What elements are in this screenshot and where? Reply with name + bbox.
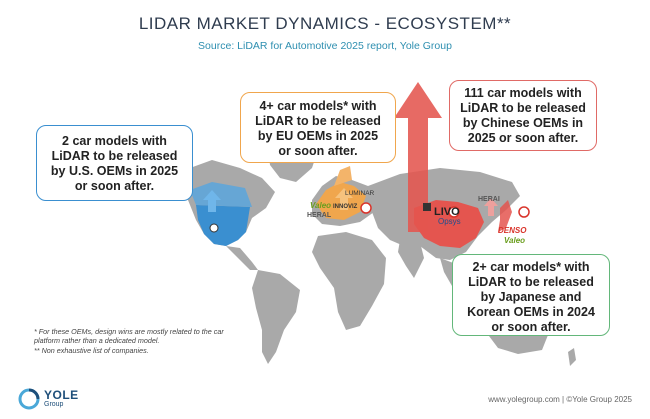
- brand-livox: LIVO: [434, 206, 460, 218]
- brand-heral-cn: HERAI: [478, 196, 500, 203]
- brand-mark-cn-icon: [448, 206, 460, 218]
- usa-highlight: [196, 205, 250, 246]
- callout-jp-line: or soon after.: [491, 320, 571, 334]
- us-arrow: [203, 190, 221, 212]
- south-america-shape: [252, 270, 300, 364]
- eu-arrow: [335, 188, 353, 210]
- scandinavia-highlight: [334, 166, 352, 186]
- india-shape: [398, 240, 424, 278]
- callout-china-line: 111 car models with: [464, 86, 582, 100]
- canada-highlight: [190, 182, 252, 207]
- central-america-shape: [226, 246, 258, 270]
- callout-us: 2 car models with LiDAR to be released b…: [36, 125, 193, 201]
- brand-mark-us-icon: [209, 223, 219, 233]
- callout-jp-line: 2+ car models* with: [472, 260, 590, 274]
- page-title: LIDAR MARKET DYNAMICS - ECOSYSTEM**: [138, 14, 512, 33]
- callout-japan-korea: 2+ car models* with LiDAR to be released…: [452, 254, 610, 336]
- callout-jp-line: Korean OEMs in 2024: [467, 305, 595, 319]
- callout-china-line: 2025 or soon after.: [467, 131, 579, 145]
- new-zealand-shape: [568, 348, 576, 366]
- footnote-non-exhaustive: ** Non exhaustive list of companies.: [34, 346, 149, 355]
- brand-mark-cn2-icon: [423, 203, 431, 211]
- brand-valeo-jp: Valeo: [504, 236, 526, 245]
- footnote-design-wins: * For these OEMs, design wins are mostly…: [34, 327, 224, 345]
- yole-logo-sub: Group: [44, 401, 64, 408]
- callout-china-line: by Chinese OEMs in: [462, 116, 584, 130]
- brand-innoviz: INNOVIZ: [333, 204, 358, 210]
- brand-valeo-eu: Valeo: [310, 201, 332, 210]
- brand-mark-jp-icon: [518, 206, 530, 218]
- callout-eu-line: LiDAR to be released: [255, 114, 381, 128]
- callout-us-line: LiDAR to be released: [51, 149, 178, 163]
- brand-mark-eu-icon: [360, 202, 372, 214]
- africa-shape: [312, 232, 386, 330]
- callout-us-line: or soon after.: [74, 179, 155, 193]
- brand-luminar: LUMINAR: [345, 190, 375, 197]
- footer-copyright: www.yolegroup.com | ©Yole Group 2025: [488, 395, 632, 404]
- growth-arrow: [394, 82, 442, 232]
- china-highlight: [414, 200, 484, 248]
- callout-china: 111 car models with LiDAR to be released…: [449, 80, 597, 151]
- callout-jp-line: LiDAR to be released: [468, 275, 594, 289]
- jp-arrow: [484, 198, 498, 216]
- callout-us-line: by U.S. OEMs in 2025: [50, 164, 179, 178]
- callout-us-line: 2 car models with: [62, 134, 167, 148]
- japan-highlight: [498, 200, 512, 232]
- brand-heral-eu: HERAL: [307, 212, 332, 219]
- callout-china-line: LiDAR to be released: [460, 101, 586, 115]
- callout-jp-line: by Japanese and: [480, 290, 582, 304]
- callout-eu: 4+ car models* with LiDAR to be released…: [240, 92, 396, 163]
- callout-eu-line: 4+ car models* with: [259, 99, 377, 113]
- callout-eu-line: by EU OEMs in 2025: [257, 129, 379, 143]
- brand-denso: DENSO: [498, 226, 527, 235]
- yole-logo-name: YOLE: [44, 388, 79, 402]
- yole-logo-icon: [18, 388, 40, 410]
- brand-opsys: Opsys: [438, 217, 461, 226]
- page-subtitle: Source: LiDAR for Automotive 2025 report…: [198, 40, 452, 52]
- callout-eu-line: or soon after.: [278, 144, 358, 158]
